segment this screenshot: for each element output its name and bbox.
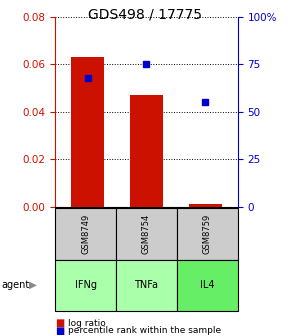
Bar	[189, 204, 222, 207]
Text: GDS498 / 17775: GDS498 / 17775	[88, 7, 202, 22]
Text: GSM8749: GSM8749	[81, 214, 90, 254]
Text: TNFa: TNFa	[135, 280, 158, 290]
Text: ■: ■	[55, 318, 64, 328]
Text: percentile rank within the sample: percentile rank within the sample	[68, 326, 221, 335]
Text: GSM8754: GSM8754	[142, 214, 151, 254]
Text: GSM8759: GSM8759	[203, 214, 212, 254]
Text: IL4: IL4	[200, 280, 215, 290]
Bar	[130, 95, 163, 207]
Text: IFNg: IFNg	[75, 280, 97, 290]
Bar	[71, 57, 104, 207]
Text: ■: ■	[55, 326, 64, 336]
Text: ▶: ▶	[29, 280, 37, 290]
Text: agent: agent	[1, 280, 30, 290]
Text: log ratio: log ratio	[68, 319, 106, 328]
